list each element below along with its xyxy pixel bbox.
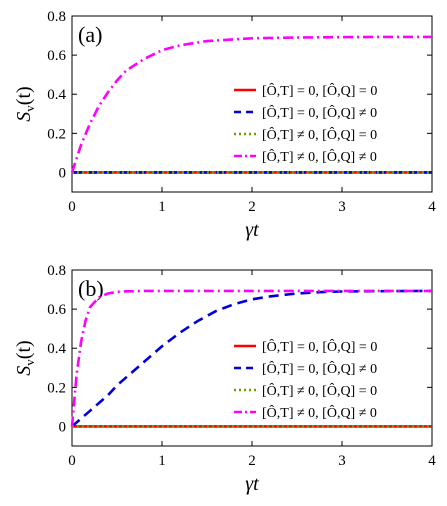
x-tick-label: 3 (338, 199, 346, 215)
legend-entry: [Ô,T] ≠ 0, [Ô,Q] = 0 (262, 126, 377, 143)
x-tick-label: 2 (248, 453, 256, 469)
y-tick-label: 0.4 (47, 341, 66, 357)
y-tick-label: 0.8 (47, 9, 66, 25)
x-tick-label: 0 (68, 453, 76, 469)
series-line-4 (70, 35, 432, 173)
x-tick-label: 4 (428, 453, 436, 469)
legend-entry: [Ô,T] = 0, [Ô,Q] ≠ 0 (262, 104, 377, 121)
y-axis-label: Sv(t) (13, 86, 37, 121)
legend: [Ô,T] = 0, [Ô,Q] = 0 [Ô,T] = 0, [Ô,Q] ≠ 0… (234, 338, 377, 421)
legend-entry: [Ô,T] = 0, [Ô,Q] = 0 (262, 338, 377, 355)
y-tick-label: 0.8 (47, 263, 66, 279)
x-tick-label: 0 (68, 199, 76, 215)
x-tick-label: 3 (338, 453, 346, 469)
y-tick-label: 0.6 (47, 302, 66, 318)
legend-entry: [Ô,T] = 0, [Ô,Q] = 0 (262, 82, 377, 99)
y-tick-label: 0 (59, 165, 67, 181)
panel-label: (a) (78, 22, 102, 47)
y-tick-label: 0.4 (47, 87, 66, 103)
x-tick-label: 4 (428, 199, 436, 215)
legend-entry: [Ô,T] ≠ 0, [Ô,Q] = 0 (262, 382, 377, 399)
chart-panel-a: 0 1 2 3 4 0 0.2 0.4 0.6 0.8 γt Sv(t) (a) [Ô,T] = 0, [… (13, 9, 436, 241)
x-axis-label: γt (245, 219, 259, 241)
x-tick-label: 1 (158, 199, 166, 215)
y-axis-label: Sv(t) (13, 340, 37, 375)
plot-frame (71, 15, 433, 193)
legend-entry: [Ô,T] = 0, [Ô,Q] ≠ 0 (262, 360, 377, 377)
legend-entry: [Ô,T] ≠ 0, [Ô,Q] ≠ 0 (262, 404, 377, 421)
x-tick-label: 2 (248, 199, 256, 215)
x-tick-label: 1 (158, 453, 166, 469)
y-tick-label: 0.6 (47, 48, 66, 64)
y-tick-label: 0.2 (47, 380, 66, 396)
legend: [Ô,T] = 0, [Ô,Q] = 0 [Ô,T] = 0, [Ô,Q] ≠ 0… (234, 82, 377, 165)
plot-frame (71, 269, 433, 447)
y-tick-label: 0 (59, 419, 67, 435)
x-axis-label: γt (245, 473, 259, 495)
series-line-4 (70, 289, 432, 427)
series-line-2 (71, 289, 433, 428)
y-tick-label: 0.2 (47, 126, 66, 142)
legend-entry: [Ô,T] ≠ 0, [Ô,Q] ≠ 0 (262, 148, 377, 165)
